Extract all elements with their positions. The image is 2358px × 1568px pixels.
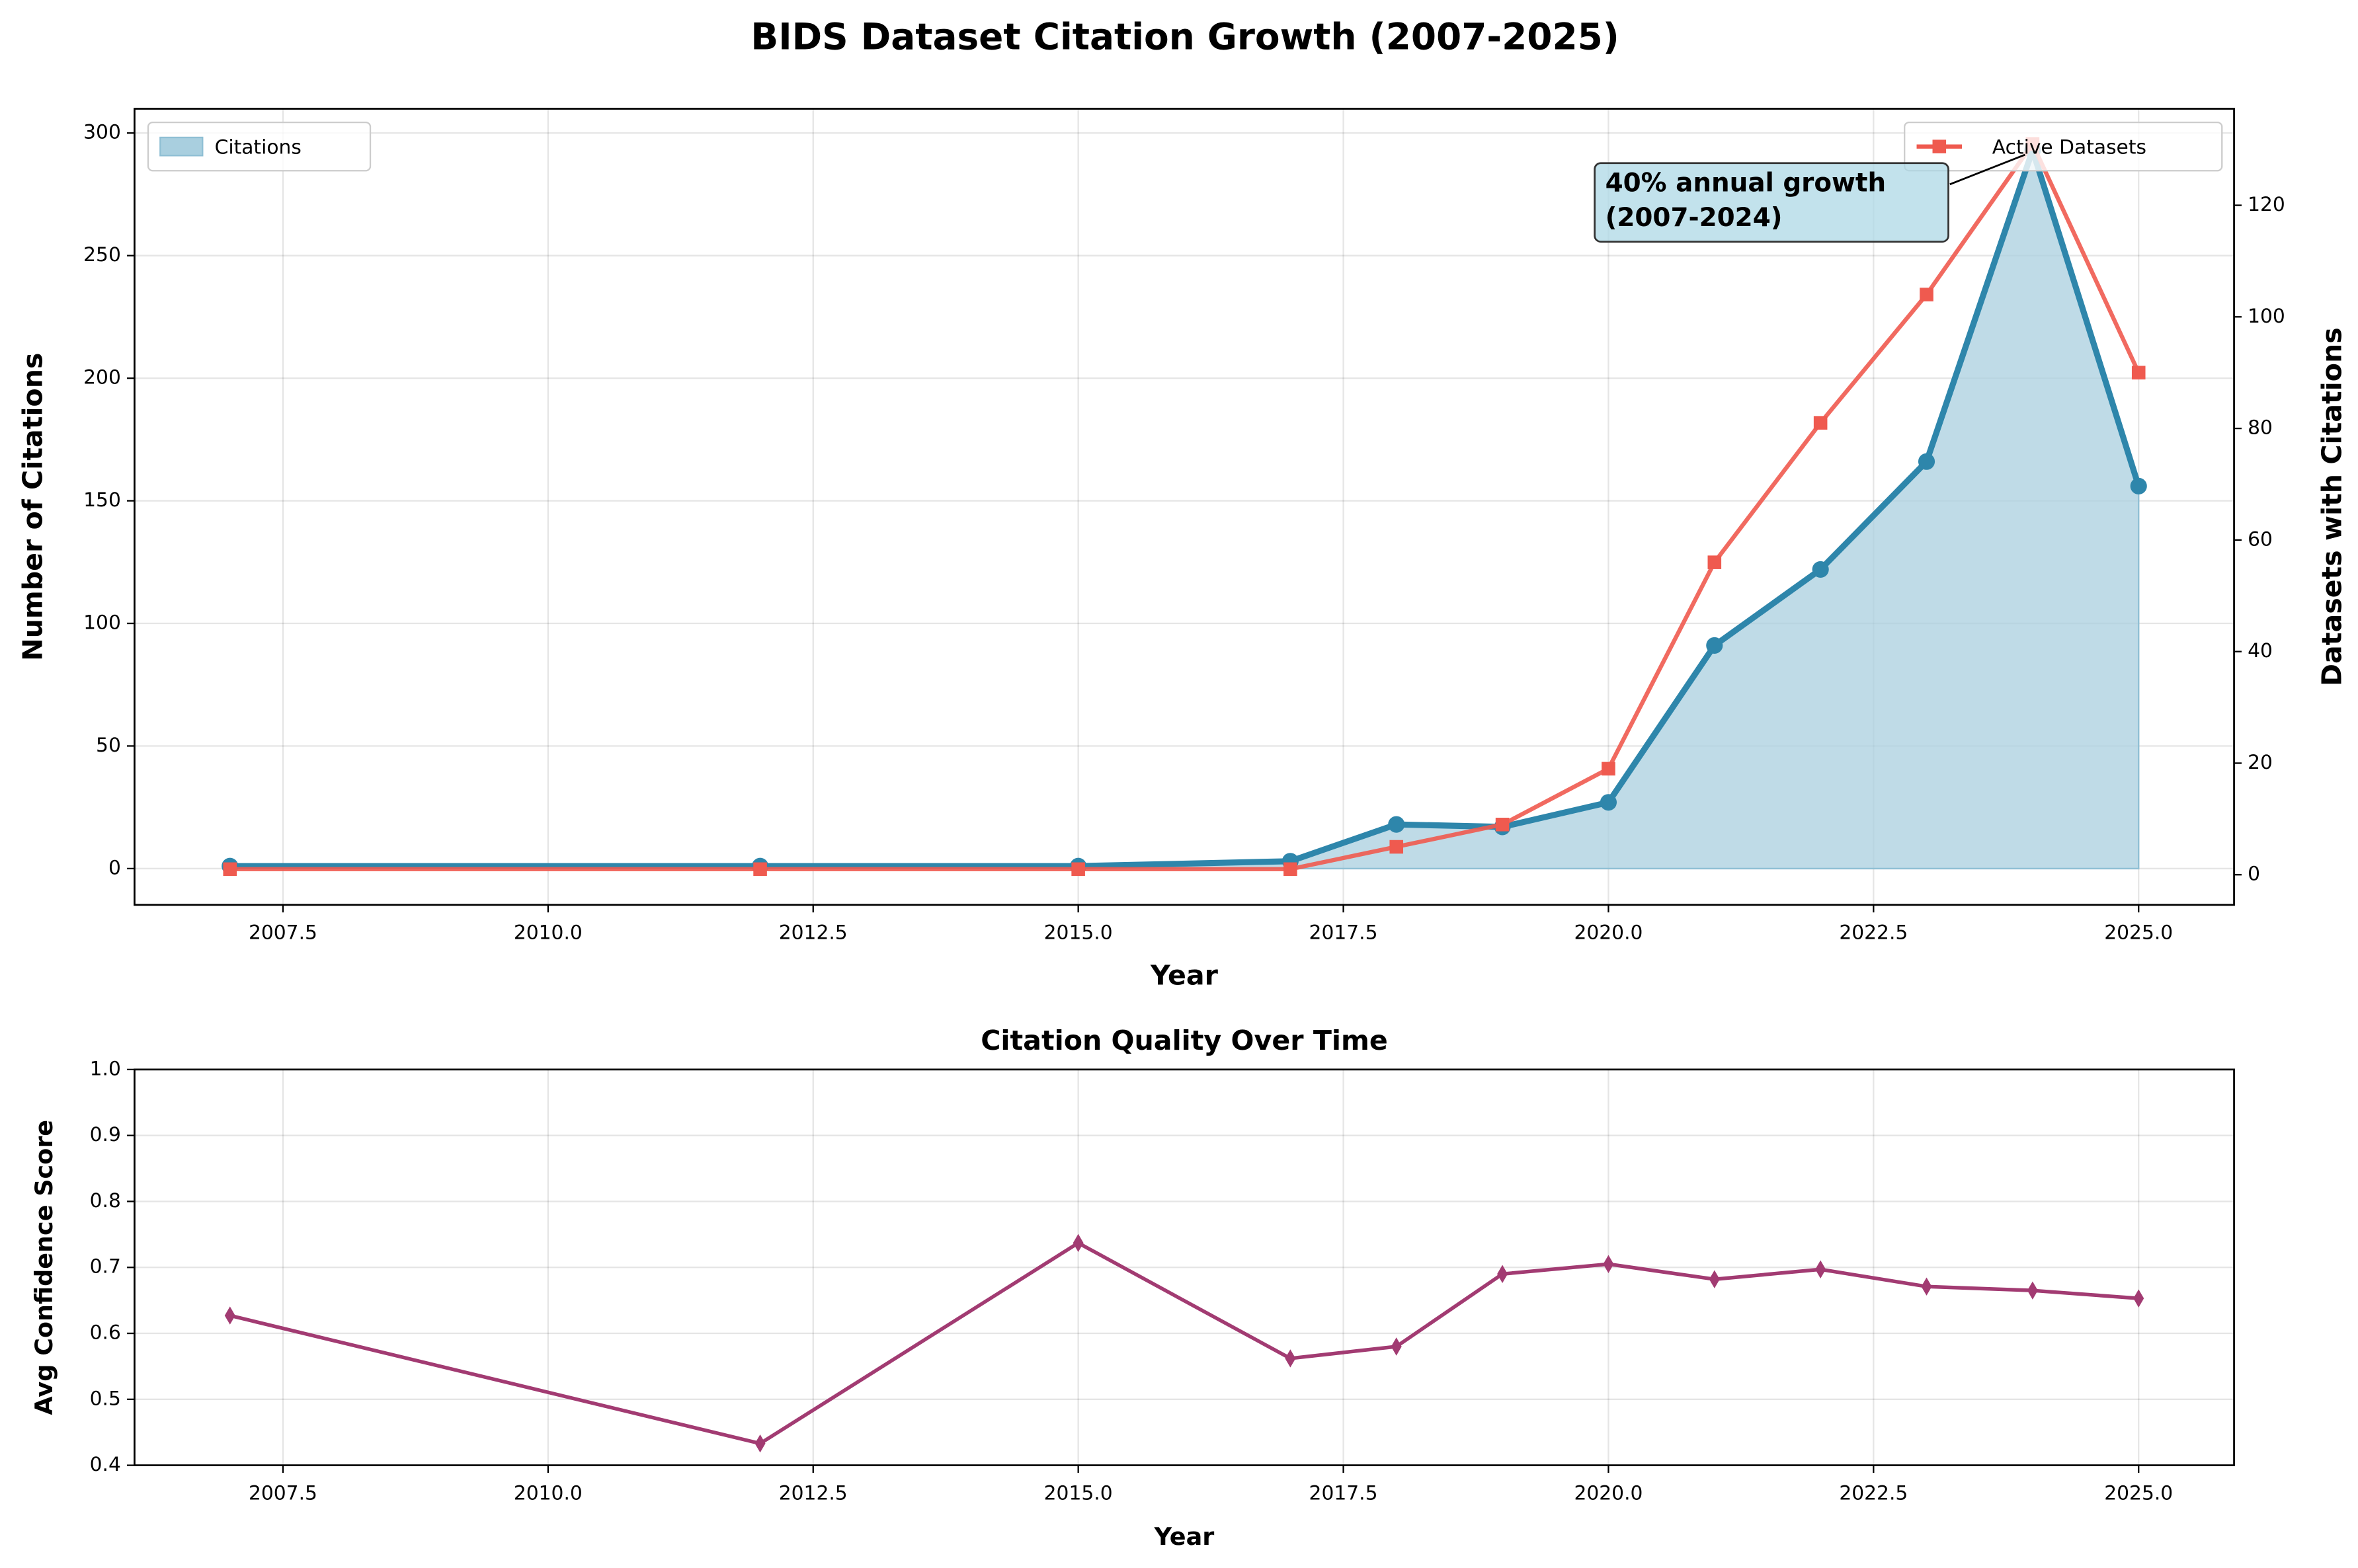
y2-tick-label: 0 <box>2248 863 2260 886</box>
x-tick-label: 2012.5 <box>779 1482 848 1505</box>
marker <box>1921 1277 1932 1296</box>
marker <box>1707 555 1722 569</box>
line <box>229 1241 2139 1446</box>
x-tick-label: 2015.0 <box>1044 921 1113 945</box>
marker <box>2133 1289 2144 1308</box>
x-tick-label: 2012.5 <box>779 921 848 945</box>
marker <box>1918 453 1935 470</box>
x-tick-label: 2007.5 <box>249 921 317 945</box>
y-tick-label: 0.5 <box>90 1387 121 1410</box>
annotation-box <box>1594 162 1949 243</box>
x-tick-label: 2022.5 <box>1839 1482 1908 1505</box>
marker <box>1391 1337 1402 1356</box>
y2-tick-label: 60 <box>2248 528 2273 551</box>
y-axis-label: Number of Citations <box>17 353 49 661</box>
y-tick-label: 50 <box>96 734 121 757</box>
annotation-text: 40% annual growth <box>1606 168 1887 198</box>
marker <box>753 862 767 877</box>
marker <box>1920 288 1933 301</box>
marker <box>1815 1260 1826 1278</box>
y-tick-label: 1.0 <box>90 1057 121 1080</box>
x-tick-label: 2025.0 <box>2104 1482 2173 1505</box>
marker <box>1813 416 1828 430</box>
y-tick-label: 0.7 <box>90 1255 121 1278</box>
y-tick-label: 100 <box>83 611 121 635</box>
y2-tick-label: 100 <box>2248 305 2285 328</box>
marker <box>1603 1255 1614 1273</box>
annotation-arrow <box>1949 153 2025 186</box>
x-tick-label: 2020.0 <box>1574 1482 1643 1505</box>
legend-label: Citations <box>215 136 302 159</box>
y-tick-label: 200 <box>83 366 121 389</box>
x-tick-label: 2017.5 <box>1309 921 1378 945</box>
marker <box>1602 762 1615 776</box>
marker <box>1283 862 1297 877</box>
x-tick-label: 2007.5 <box>249 1482 317 1505</box>
y-tick-label: 0 <box>108 856 121 879</box>
x-tick-label: 2015.0 <box>1044 1482 1113 1505</box>
x-tick-label: 2017.5 <box>1309 1482 1378 1505</box>
marker <box>2130 477 2147 494</box>
y2-tick-label: 20 <box>2248 751 2273 774</box>
plot-frame <box>134 1068 2235 1466</box>
marker <box>1812 561 1829 578</box>
x-tick-label: 2022.5 <box>1839 921 1908 945</box>
legend-box <box>1904 121 2223 172</box>
x-tick-label: 2020.0 <box>1574 921 1643 945</box>
y2-axis-label: Datasets with Citations <box>2316 327 2347 686</box>
marker <box>754 1434 766 1453</box>
line <box>229 141 2141 872</box>
y-tick-label: 150 <box>83 489 121 512</box>
y-axis-label: Avg Confidence Score <box>30 1120 58 1415</box>
annotation-text: (2007-2024) <box>1606 203 1783 233</box>
x-tick-label: 2010.0 <box>514 921 583 945</box>
x-axis-label: Year <box>1154 1522 1215 1551</box>
line <box>229 147 2142 869</box>
marker <box>1389 840 1404 854</box>
marker <box>1073 1234 1084 1253</box>
y-tick-label: 0.9 <box>90 1123 121 1146</box>
y-tick-label: 0.4 <box>90 1453 121 1476</box>
x-tick-label: 2010.0 <box>514 1482 583 1505</box>
marker <box>1600 794 1617 811</box>
chart-title: Citation Quality Over Time <box>981 1025 1388 1056</box>
legend-box <box>147 121 372 172</box>
marker <box>2131 366 2146 379</box>
marker <box>1071 862 1085 877</box>
plot-frame <box>134 108 2235 906</box>
marker <box>1706 637 1723 654</box>
x-axis-label: Year <box>1150 960 1219 992</box>
marker <box>1495 818 1510 832</box>
y-tick-label: 250 <box>83 243 121 266</box>
y2-tick-label: 40 <box>2248 639 2273 662</box>
y2-tick-label: 80 <box>2248 416 2273 440</box>
y-tick-label: 0.6 <box>90 1321 121 1345</box>
marker <box>1388 816 1405 833</box>
y-tick-label: 0.8 <box>90 1189 121 1212</box>
marker <box>224 1306 235 1325</box>
legend-swatch <box>1932 139 1947 153</box>
legend-swatch <box>159 136 204 157</box>
chart-title: BIDS Dataset Citation Growth (2007-2025) <box>751 16 1619 58</box>
y-tick-label: 300 <box>83 121 121 144</box>
y2-tick-label: 120 <box>2248 193 2285 216</box>
legend-label: Active Datasets <box>1992 136 2146 159</box>
marker <box>2027 1281 2038 1300</box>
x-tick-label: 2025.0 <box>2104 921 2173 945</box>
marker <box>223 862 237 877</box>
